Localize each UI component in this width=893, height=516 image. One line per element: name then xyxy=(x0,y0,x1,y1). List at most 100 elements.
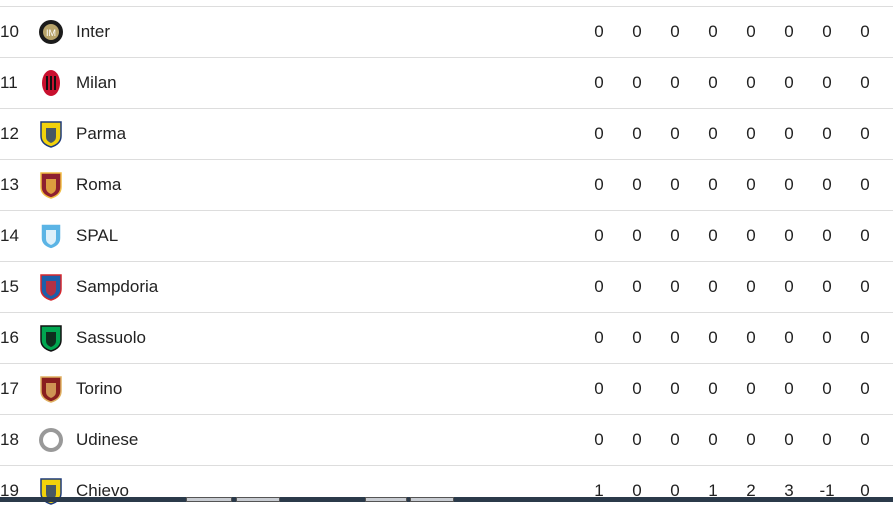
team-name[interactable]: Torino xyxy=(76,379,123,398)
sampdoria-crest-icon xyxy=(40,274,62,301)
taskbar-button[interactable] xyxy=(410,497,454,502)
stat-value: 0 xyxy=(746,22,756,41)
stat-value: 0 xyxy=(632,226,642,245)
stat-value: 2 xyxy=(746,481,756,500)
stat-value: 0 xyxy=(708,175,718,194)
stat-value: 0 xyxy=(670,73,680,92)
position: 16 xyxy=(0,328,19,347)
stat-value: 0 xyxy=(594,73,604,92)
stat-value: 0 xyxy=(860,226,870,245)
stat-value: 0 xyxy=(632,328,642,347)
stat-value: 0 xyxy=(860,73,870,92)
stat-value: 0 xyxy=(822,328,832,347)
udinese-crest-icon xyxy=(39,428,63,452)
stat-value: 0 xyxy=(746,175,756,194)
stat-value: 0 xyxy=(670,481,680,500)
stat-value: 0 xyxy=(670,175,680,194)
stat-value: 0 xyxy=(670,379,680,398)
table-row[interactable]: 10 IM Inter 0 0 0 0 0 0 0 0 xyxy=(0,6,893,57)
position: 14 xyxy=(0,226,19,245)
stat-value: 0 xyxy=(708,277,718,296)
position: 15 xyxy=(0,277,19,296)
team-name[interactable]: Chievo xyxy=(76,481,129,500)
stat-value: 0 xyxy=(594,175,604,194)
team-name[interactable]: Parma xyxy=(76,124,127,143)
stat-value: 0 xyxy=(746,277,756,296)
stat-value: 0 xyxy=(670,430,680,449)
stat-value: 0 xyxy=(784,22,794,41)
table-row[interactable]: 17 Torino 0 0 0 0 0 0 0 0 xyxy=(0,363,893,414)
stat-value: 0 xyxy=(746,73,756,92)
stat-value: 0 xyxy=(822,379,832,398)
stat-value: 0 xyxy=(594,22,604,41)
stat-value: 0 xyxy=(632,175,642,194)
stat-value: 3 xyxy=(784,481,794,500)
stat-value: 0 xyxy=(594,379,604,398)
stat-value: 0 xyxy=(860,277,870,296)
table-row[interactable]: 14 SPAL 0 0 0 0 0 0 0 0 xyxy=(0,210,893,261)
stat-value: 0 xyxy=(822,226,832,245)
torino-crest-icon xyxy=(40,376,62,403)
table-row[interactable]: 19 Chievo 1 0 0 1 2 3 -1 0 xyxy=(0,465,893,516)
position: 19 xyxy=(0,481,19,500)
stat-value: 0 xyxy=(632,481,642,500)
table-row[interactable]: 12 Parma 0 0 0 0 0 0 0 0 xyxy=(0,108,893,159)
stat-value: 0 xyxy=(632,430,642,449)
position: 12 xyxy=(0,124,19,143)
stat-value: 0 xyxy=(708,124,718,143)
table-row[interactable]: 15 Sampdoria 0 0 0 0 0 0 0 0 xyxy=(0,261,893,312)
stat-value: 0 xyxy=(860,175,870,194)
position: 13 xyxy=(0,175,19,194)
stat-value: 0 xyxy=(822,124,832,143)
stat-value: 0 xyxy=(746,430,756,449)
taskbar-button[interactable] xyxy=(236,497,280,502)
standings-table: 1 0 IM Inter 0 0 0 0 0 0 0 0 11 Milan 0 0 0 0 0 0 0 0 12 Parma 0… xyxy=(0,6,893,516)
stat-value: 0 xyxy=(594,277,604,296)
stat-value: 0 xyxy=(784,430,794,449)
stat-value: 0 xyxy=(708,22,718,41)
position: 11 xyxy=(0,73,18,92)
stat-value: 1 xyxy=(708,481,718,500)
stat-value: 0 xyxy=(860,379,870,398)
stat-value: 0 xyxy=(632,22,642,41)
stat-value: 0 xyxy=(822,175,832,194)
stat-value: 0 xyxy=(784,73,794,92)
team-name[interactable]: Sampdoria xyxy=(76,277,159,296)
table-row[interactable]: 13 Roma 0 0 0 0 0 0 0 0 xyxy=(0,159,893,210)
stat-value: 0 xyxy=(670,226,680,245)
stat-value: 0 xyxy=(594,430,604,449)
stat-value: 0 xyxy=(632,277,642,296)
team-name[interactable]: Sassuolo xyxy=(76,328,146,347)
stat-value: 0 xyxy=(784,379,794,398)
team-name[interactable]: Inter xyxy=(76,22,111,41)
stat-value: 0 xyxy=(746,124,756,143)
table-row[interactable]: 16 Sassuolo 0 0 0 0 0 0 0 0 xyxy=(0,312,893,363)
stat-value: 0 xyxy=(632,124,642,143)
stat-value: 0 xyxy=(822,22,832,41)
team-name[interactable]: Udinese xyxy=(76,430,139,449)
team-name[interactable]: Roma xyxy=(76,175,122,194)
stat-value: 0 xyxy=(670,277,680,296)
stat-value: 0 xyxy=(708,379,718,398)
table-row[interactable]: 18 Udinese 0 0 0 0 0 0 0 0 xyxy=(0,414,893,465)
stat-value: 0 xyxy=(708,226,718,245)
table-row[interactable]: 11 Milan 0 0 0 0 0 0 0 0 xyxy=(0,57,893,108)
stat-value: 0 xyxy=(822,277,832,296)
stat-value: 0 xyxy=(822,73,832,92)
stat-value: 0 xyxy=(708,430,718,449)
stat-value: 0 xyxy=(708,328,718,347)
taskbar-button[interactable] xyxy=(365,497,407,502)
stat-value: 0 xyxy=(784,328,794,347)
stat-value: 0 xyxy=(860,22,870,41)
inter-crest-icon: IM xyxy=(39,20,63,44)
team-name[interactable]: Milan xyxy=(76,73,117,92)
spal-crest-icon xyxy=(40,223,62,250)
stat-value: 0 xyxy=(784,175,794,194)
stat-value: 0 xyxy=(708,73,718,92)
stat-value: 0 xyxy=(860,124,870,143)
team-name[interactable]: SPAL xyxy=(76,226,119,245)
stat-value: 0 xyxy=(784,226,794,245)
taskbar-button[interactable] xyxy=(186,497,232,502)
stat-value: 0 xyxy=(746,328,756,347)
svg-text:IM: IM xyxy=(46,28,56,38)
